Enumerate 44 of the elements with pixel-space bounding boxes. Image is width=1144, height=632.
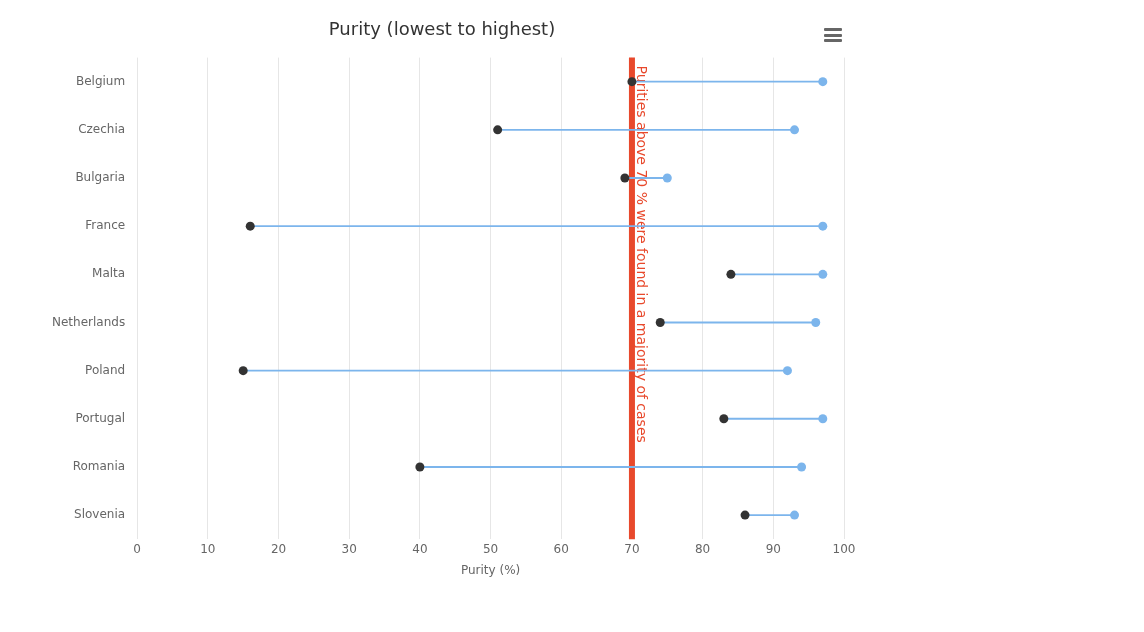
y-tick-label: Czechia xyxy=(78,121,126,136)
point xyxy=(627,77,637,87)
point xyxy=(782,366,792,376)
y-tick-label: France xyxy=(85,218,126,233)
x-tick-label: 10 xyxy=(200,541,216,556)
x-tick-label: 70 xyxy=(624,541,640,556)
point xyxy=(719,414,729,424)
point xyxy=(620,173,630,183)
y-tick-label: Portugal xyxy=(75,410,126,425)
x-tick-label: 50 xyxy=(482,541,499,556)
x-axis-title: Purity (%) xyxy=(460,562,521,577)
y-tick-label: Netherlands xyxy=(51,314,126,329)
point xyxy=(238,366,248,376)
y-tick-label: Bulgaria xyxy=(75,170,126,185)
x-tick-label: 30 xyxy=(341,541,357,556)
point xyxy=(790,510,800,520)
y-tick-label: Malta xyxy=(92,266,126,281)
point xyxy=(818,77,828,87)
point xyxy=(245,221,255,231)
x-tick-label: 60 xyxy=(553,541,569,556)
x-tick-label: 100 xyxy=(832,541,856,556)
point xyxy=(415,462,425,472)
ref-line-label: Purities above 70 % were found in a majority of cases xyxy=(633,65,650,443)
point xyxy=(790,125,800,135)
point xyxy=(818,221,828,231)
x-tick-label: 40 xyxy=(412,541,428,556)
point xyxy=(818,269,828,279)
y-tick-label: Romania xyxy=(72,459,126,474)
point xyxy=(818,414,828,424)
point xyxy=(740,510,750,520)
x-tick-label: 80 xyxy=(694,541,711,556)
y-tick-label: Poland xyxy=(85,362,126,377)
x-tick-label: 20 xyxy=(270,541,287,556)
point xyxy=(493,125,503,135)
point xyxy=(662,173,672,183)
y-tick-label: Belgium xyxy=(75,73,126,88)
point xyxy=(797,462,807,472)
chart-title: Purity (lowest to highest) xyxy=(328,18,556,40)
y-tick-label: Slovenia xyxy=(74,507,126,522)
point xyxy=(655,317,665,327)
x-tick-label: 90 xyxy=(765,541,781,556)
point xyxy=(726,269,736,279)
x-tick-label: 0 xyxy=(133,541,141,556)
point xyxy=(811,317,821,327)
